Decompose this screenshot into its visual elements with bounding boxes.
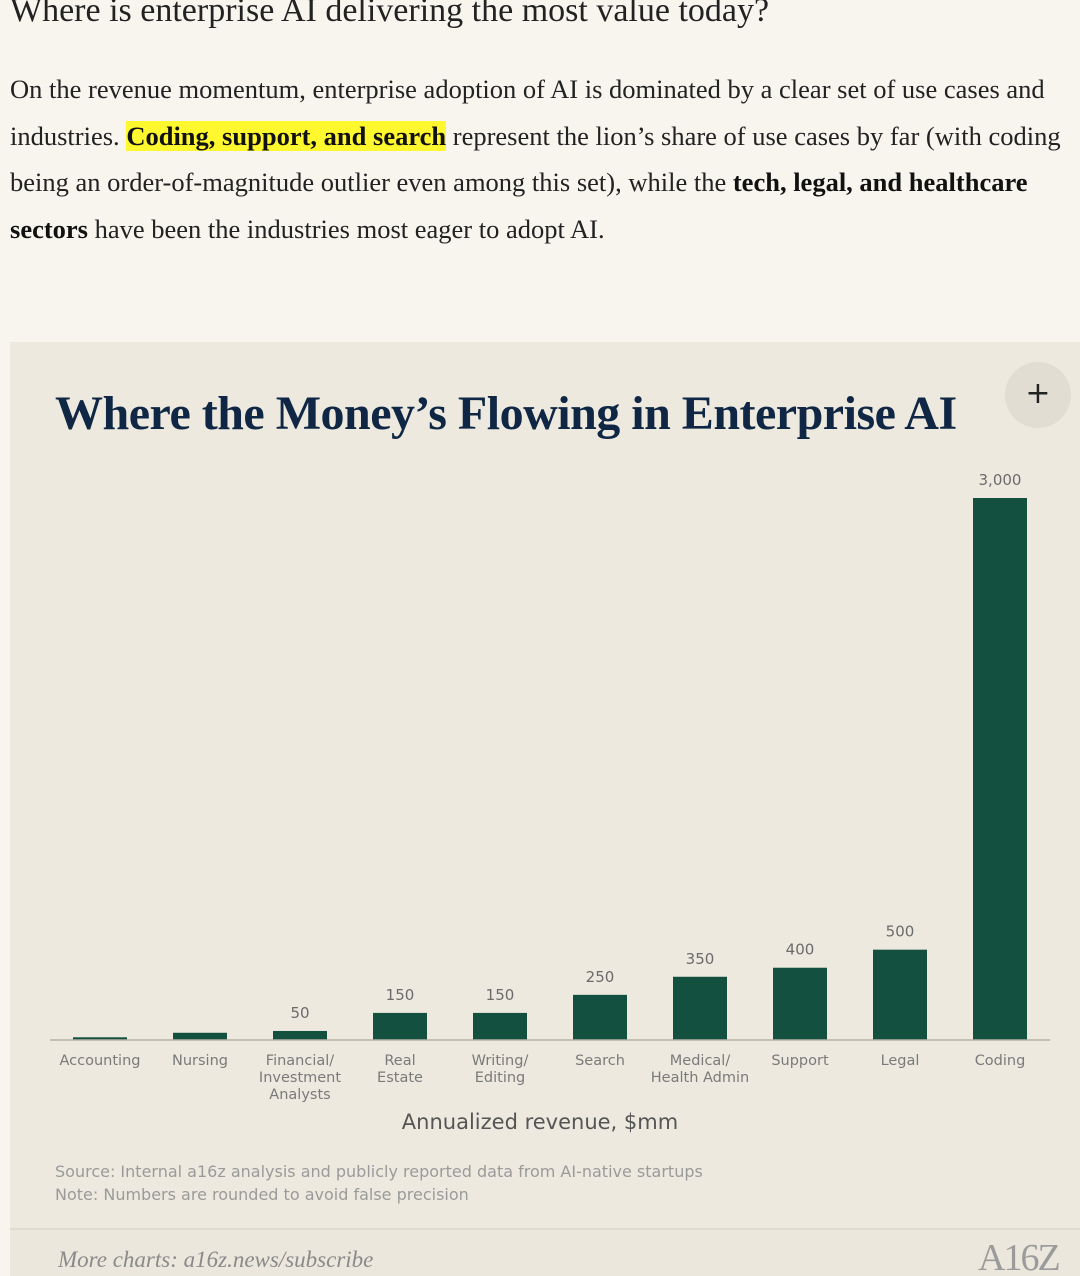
text: On the revenue momentum, enterprise adop… — [10, 74, 1045, 151]
x-tick-label: Coding — [974, 1053, 1026, 1069]
source-note: Source: Internal a16z analysis and publi… — [55, 1162, 703, 1181]
text: represent the lion’s share of use cases … — [10, 120, 1061, 198]
value-label: 250 — [586, 968, 615, 986]
bar — [973, 498, 1027, 1040]
x-tick-label: Real Estate — [377, 1053, 423, 1086]
x-tick-label: Legal — [880, 1053, 920, 1069]
bar — [873, 949, 927, 1040]
bar — [173, 1032, 227, 1040]
x-tick-label: Accounting — [59, 1053, 141, 1069]
x-tick-label: Nursing — [172, 1053, 228, 1069]
footer-strip — [10, 1228, 1080, 1276]
x-tick-label: Medical/ Health Admin — [650, 1053, 750, 1086]
value-label: 50 — [290, 1004, 309, 1022]
text: have been the industries most eager to a… — [88, 213, 605, 244]
highlighted-text: Coding, support, and search — [126, 120, 447, 151]
x-tick-label: Search — [575, 1053, 625, 1069]
bar — [673, 976, 727, 1040]
article-heading: Where is enterprise AI delivering the mo… — [10, 0, 770, 29]
bold-text: tech, legal, and healthcare sectors — [10, 167, 1028, 244]
bar — [773, 967, 827, 1040]
value-label: 150 — [386, 986, 415, 1004]
x-tick-label: Support — [771, 1053, 829, 1069]
chart-panel: Where the Money’s Flowing in Enterprise … — [10, 342, 1080, 1276]
x-tick-label: Financial/ Investment Analysts — [258, 1053, 342, 1103]
value-label: 400 — [786, 941, 815, 959]
value-label: 150 — [486, 986, 515, 1004]
x-axis-label: Annualized revenue, $mm — [401, 1110, 679, 1134]
expand-button[interactable]: + — [1005, 362, 1071, 428]
value-label: 350 — [686, 950, 715, 968]
bar — [373, 1012, 427, 1040]
value-label: 500 — [886, 923, 915, 941]
chart-title: Where the Money’s Flowing in Enterprise … — [55, 387, 957, 440]
article-paragraph: On the revenue momentum, enterprise adop… — [10, 66, 1078, 252]
precision-note: Note: Numbers are rounded to avoid false… — [55, 1185, 469, 1204]
bar — [273, 1030, 327, 1040]
bar — [73, 1037, 127, 1040]
logo: A16Z — [978, 1237, 1061, 1276]
x-tick-label: Writing/ Editing — [471, 1053, 529, 1086]
value-label: 3,000 — [979, 471, 1022, 489]
bar — [473, 1012, 527, 1040]
footer-link[interactable]: More charts: a16z.news/subscribe — [58, 1247, 374, 1272]
bar — [573, 994, 627, 1040]
